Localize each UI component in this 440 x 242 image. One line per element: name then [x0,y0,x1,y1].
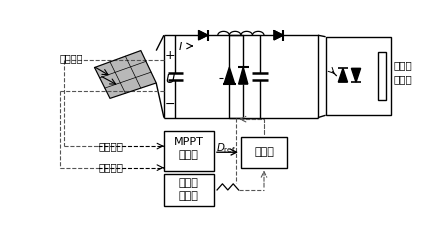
Polygon shape [274,30,283,40]
Text: $U$: $U$ [165,73,176,86]
Text: 三角波
发生器: 三角波 发生器 [179,178,199,201]
Text: $I$: $I$ [178,40,183,52]
Polygon shape [198,30,208,40]
Text: $D_{\mathrm{ref}}$: $D_{\mathrm{ref}}$ [216,142,236,155]
Text: 电池电流: 电池电流 [99,163,124,173]
Polygon shape [224,67,235,84]
Text: +: + [165,50,176,62]
Bar [326,37,391,115]
Text: MPPT
控制器: MPPT 控制器 [174,137,204,160]
Polygon shape [338,68,348,82]
Text: 电池电压: 电池电压 [99,141,124,151]
Bar [378,52,385,100]
Polygon shape [95,51,156,98]
Bar [164,174,214,206]
Text: $-$: $-$ [165,97,176,110]
Text: 逆变器
或负载: 逆变器 或负载 [393,60,412,84]
Bar [241,137,287,168]
Polygon shape [238,67,248,84]
Text: 光照强度: 光照强度 [60,53,84,63]
Bar [164,131,214,171]
Text: 比较器: 比较器 [254,147,274,157]
Polygon shape [352,68,361,82]
